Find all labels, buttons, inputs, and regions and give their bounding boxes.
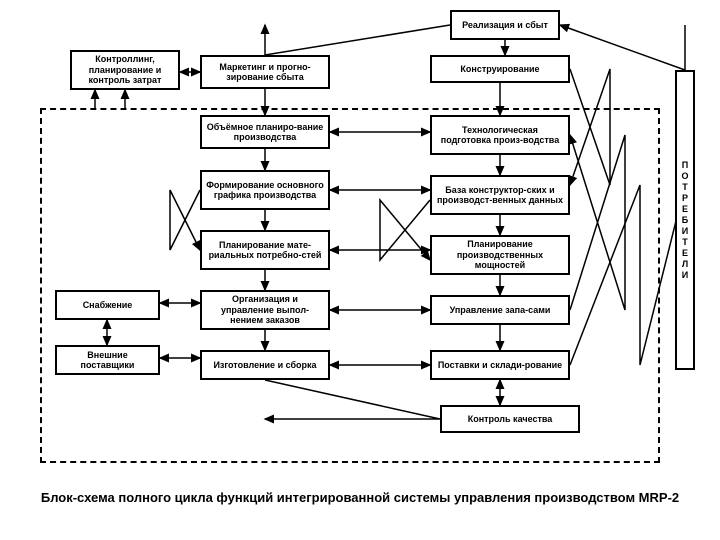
node-n_kach: Контроль качества — [440, 405, 580, 433]
node-n_matplan: Планирование мате-риальных потребно-стей — [200, 230, 330, 270]
node-n_control: Контроллинг, планирование и контроль зат… — [70, 50, 180, 90]
node-n_tech: Технологическая подготовка произ-водства — [430, 115, 570, 155]
node-n_snab: Снабжение — [55, 290, 160, 320]
node-n_volplan: Объёмное планиро-вание производства — [200, 115, 330, 149]
node-n_izgot: Изготовление и сборка — [200, 350, 330, 380]
node-n_zapas: Управление запа-сами — [430, 295, 570, 325]
edge-1 — [265, 25, 450, 55]
node-n_post: Внешние поставщики — [55, 345, 160, 375]
node-n_realiz: Реализация и сбыт — [450, 10, 560, 40]
caption: Блок-схема полного цикла функций интегри… — [0, 490, 720, 505]
edge-25 — [560, 25, 685, 70]
node-n_market: Маркетинг и прогно-зирование сбыта — [200, 55, 330, 89]
node-n_moshch: Планирование производственных мощностей — [430, 235, 570, 275]
node-n_org: Организация и управление выпол-нением за… — [200, 290, 330, 330]
diagram-canvas: Реализация и сбыт Контроллинг, планирован… — [0, 0, 720, 540]
node-n_graf: Формирование основного графика производс… — [200, 170, 330, 210]
node-n_baza: База конструктор-ских и производст-венны… — [430, 175, 570, 215]
node-n_konstr: Конструирование — [430, 55, 570, 83]
node-n_potr: ПОТРЕБИТЕЛИ — [675, 70, 695, 370]
node-n_sklad: Поставки и склади-рование — [430, 350, 570, 380]
